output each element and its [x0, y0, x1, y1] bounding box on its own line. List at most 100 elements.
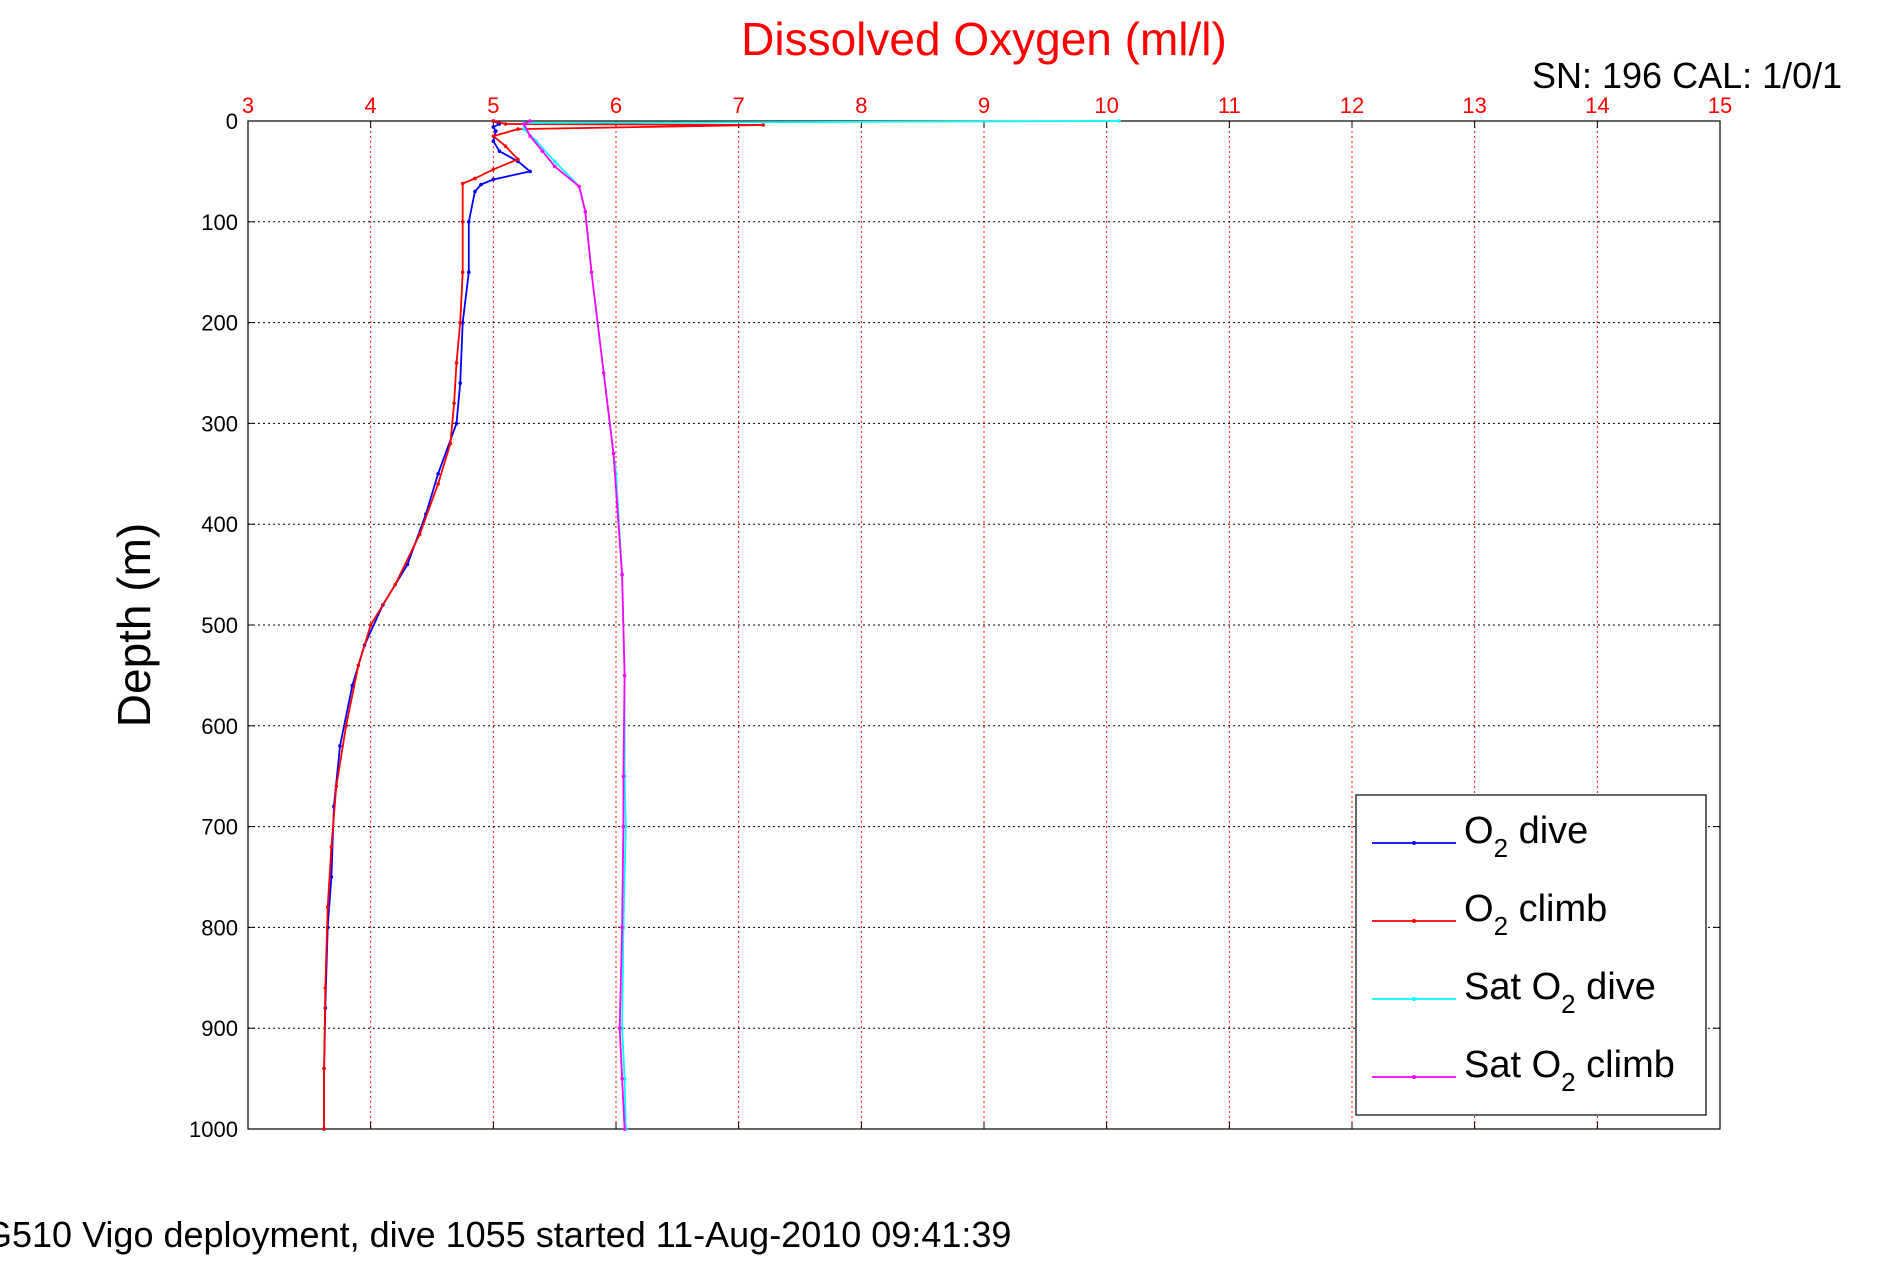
series-point-0 [473, 189, 477, 194]
y-tick-label: 800 [201, 915, 238, 940]
series-point-3 [621, 824, 626, 829]
series-point-1 [516, 127, 520, 131]
series-point-0 [405, 562, 410, 567]
series-point-1 [761, 123, 765, 127]
legend-label-subscript: 2 [1494, 833, 1508, 863]
y-tick-label: 900 [201, 1016, 238, 1041]
series-point-3 [601, 371, 606, 375]
series-point-3 [620, 1076, 624, 1081]
series-point-2 [552, 159, 557, 164]
legend-marker [1412, 919, 1416, 923]
series-point-1 [491, 119, 496, 123]
series-point-0 [329, 875, 334, 879]
legend-marker [1412, 841, 1416, 845]
series-point-1 [452, 401, 456, 406]
series-point-3 [528, 119, 532, 123]
series-point-1 [460, 220, 465, 224]
series-line-3 [523, 120, 626, 1130]
legend-label-main: O [1464, 810, 1494, 852]
series-point-1 [368, 623, 373, 627]
legend-label-main: O [1464, 888, 1494, 930]
series-point-3 [589, 270, 594, 275]
legend-label: O2 climb [1464, 888, 1607, 941]
series-point-1 [322, 1066, 326, 1071]
series-point-0 [436, 472, 440, 476]
y-tick-label: 500 [201, 613, 238, 638]
series-point-3 [552, 164, 557, 169]
x-tick-label: 6 [610, 93, 622, 118]
legend-label-main: Sat O [1464, 1044, 1561, 1086]
y-tick-label: 0 [226, 109, 238, 134]
series-point-3 [528, 134, 532, 138]
series-point-0 [458, 381, 463, 385]
legend-label-suffix: climb [1508, 888, 1607, 930]
tick-labels: 3 4 5 6 7 8 9 10 11 12 13 14 15 0 100 200 300 400 500 600 70… [189, 93, 1732, 1142]
x-tick-label: 7 [733, 93, 745, 118]
series-point-1 [473, 176, 477, 181]
series-point-1 [516, 157, 520, 162]
legend-box [1355, 794, 1707, 1116]
series-point-1 [356, 663, 361, 668]
series-point-3 [620, 925, 624, 930]
series-point-1 [334, 784, 339, 789]
series-point-1 [417, 532, 422, 537]
series-line-1 [323, 120, 765, 1129]
legend-label: Sat O2 climb [1464, 1044, 1675, 1097]
series-point-0 [497, 149, 502, 154]
series-point-2 [1117, 119, 1121, 123]
series-point-1 [460, 181, 465, 186]
legend-label: O2 dive [1464, 810, 1588, 863]
y-axis-label: Depth (m) [108, 523, 160, 727]
series-point-0 [467, 220, 471, 224]
series-point-3 [611, 451, 616, 456]
legend-label-subscript: 2 [1494, 911, 1508, 941]
series-point-1 [503, 122, 508, 126]
serial-calibration-label: SN: 196 CAL: 1/0/1 [1532, 55, 1842, 96]
series-point-0 [479, 182, 483, 187]
series-point-0 [338, 744, 342, 748]
series-layer [322, 119, 1121, 1131]
series-point-1 [393, 582, 398, 587]
x-tick-label: 9 [978, 93, 990, 118]
x-tick-label: 8 [855, 93, 867, 118]
series-point-1 [448, 441, 453, 446]
y-tick-label: 600 [201, 714, 238, 739]
x-tick-label: 4 [365, 93, 377, 118]
x-tick-label: 11 [1218, 93, 1241, 118]
x-tick-label: 5 [487, 93, 499, 118]
axis-ticks [247, 120, 1721, 1130]
series-point-1 [344, 724, 348, 728]
legend-label-suffix: climb [1576, 1044, 1675, 1086]
series-point-0 [491, 125, 496, 129]
x-tick-label: 15 [1708, 93, 1732, 118]
legend-label: Sat O2 dive [1464, 966, 1656, 1019]
legend-label-suffix: dive [1576, 966, 1656, 1008]
series-point-3 [577, 184, 581, 189]
series-point-1 [323, 986, 328, 990]
series-point-3 [583, 209, 588, 214]
series-point-1 [454, 361, 459, 365]
series-point-3 [620, 572, 624, 577]
series-point-1 [491, 167, 496, 172]
x-tick-label: 12 [1340, 93, 1364, 118]
series-point-0 [493, 129, 498, 133]
chart-title: Dissolved Oxygen (ml/l) [741, 13, 1227, 65]
y-tick-label: 400 [201, 512, 238, 537]
series-point-3 [621, 774, 626, 778]
dive-caption: G510 Vigo deployment, dive 1055 started … [0, 1214, 1011, 1255]
y-tick-label: 700 [201, 815, 238, 840]
series-point-2 [522, 127, 526, 131]
series-point-3 [622, 1127, 627, 1131]
series-point-3 [622, 673, 627, 678]
series-point-0 [491, 177, 496, 182]
legend-label-main: Sat O [1464, 966, 1561, 1008]
series-point-0 [350, 683, 355, 688]
series-point-1 [436, 482, 440, 486]
legend-label-subscript: 2 [1561, 1067, 1575, 1097]
series-point-3 [522, 122, 526, 126]
series-point-3 [617, 1026, 622, 1030]
series-point-0 [454, 421, 459, 426]
series-point-1 [322, 1127, 326, 1131]
series-point-1 [329, 844, 334, 849]
